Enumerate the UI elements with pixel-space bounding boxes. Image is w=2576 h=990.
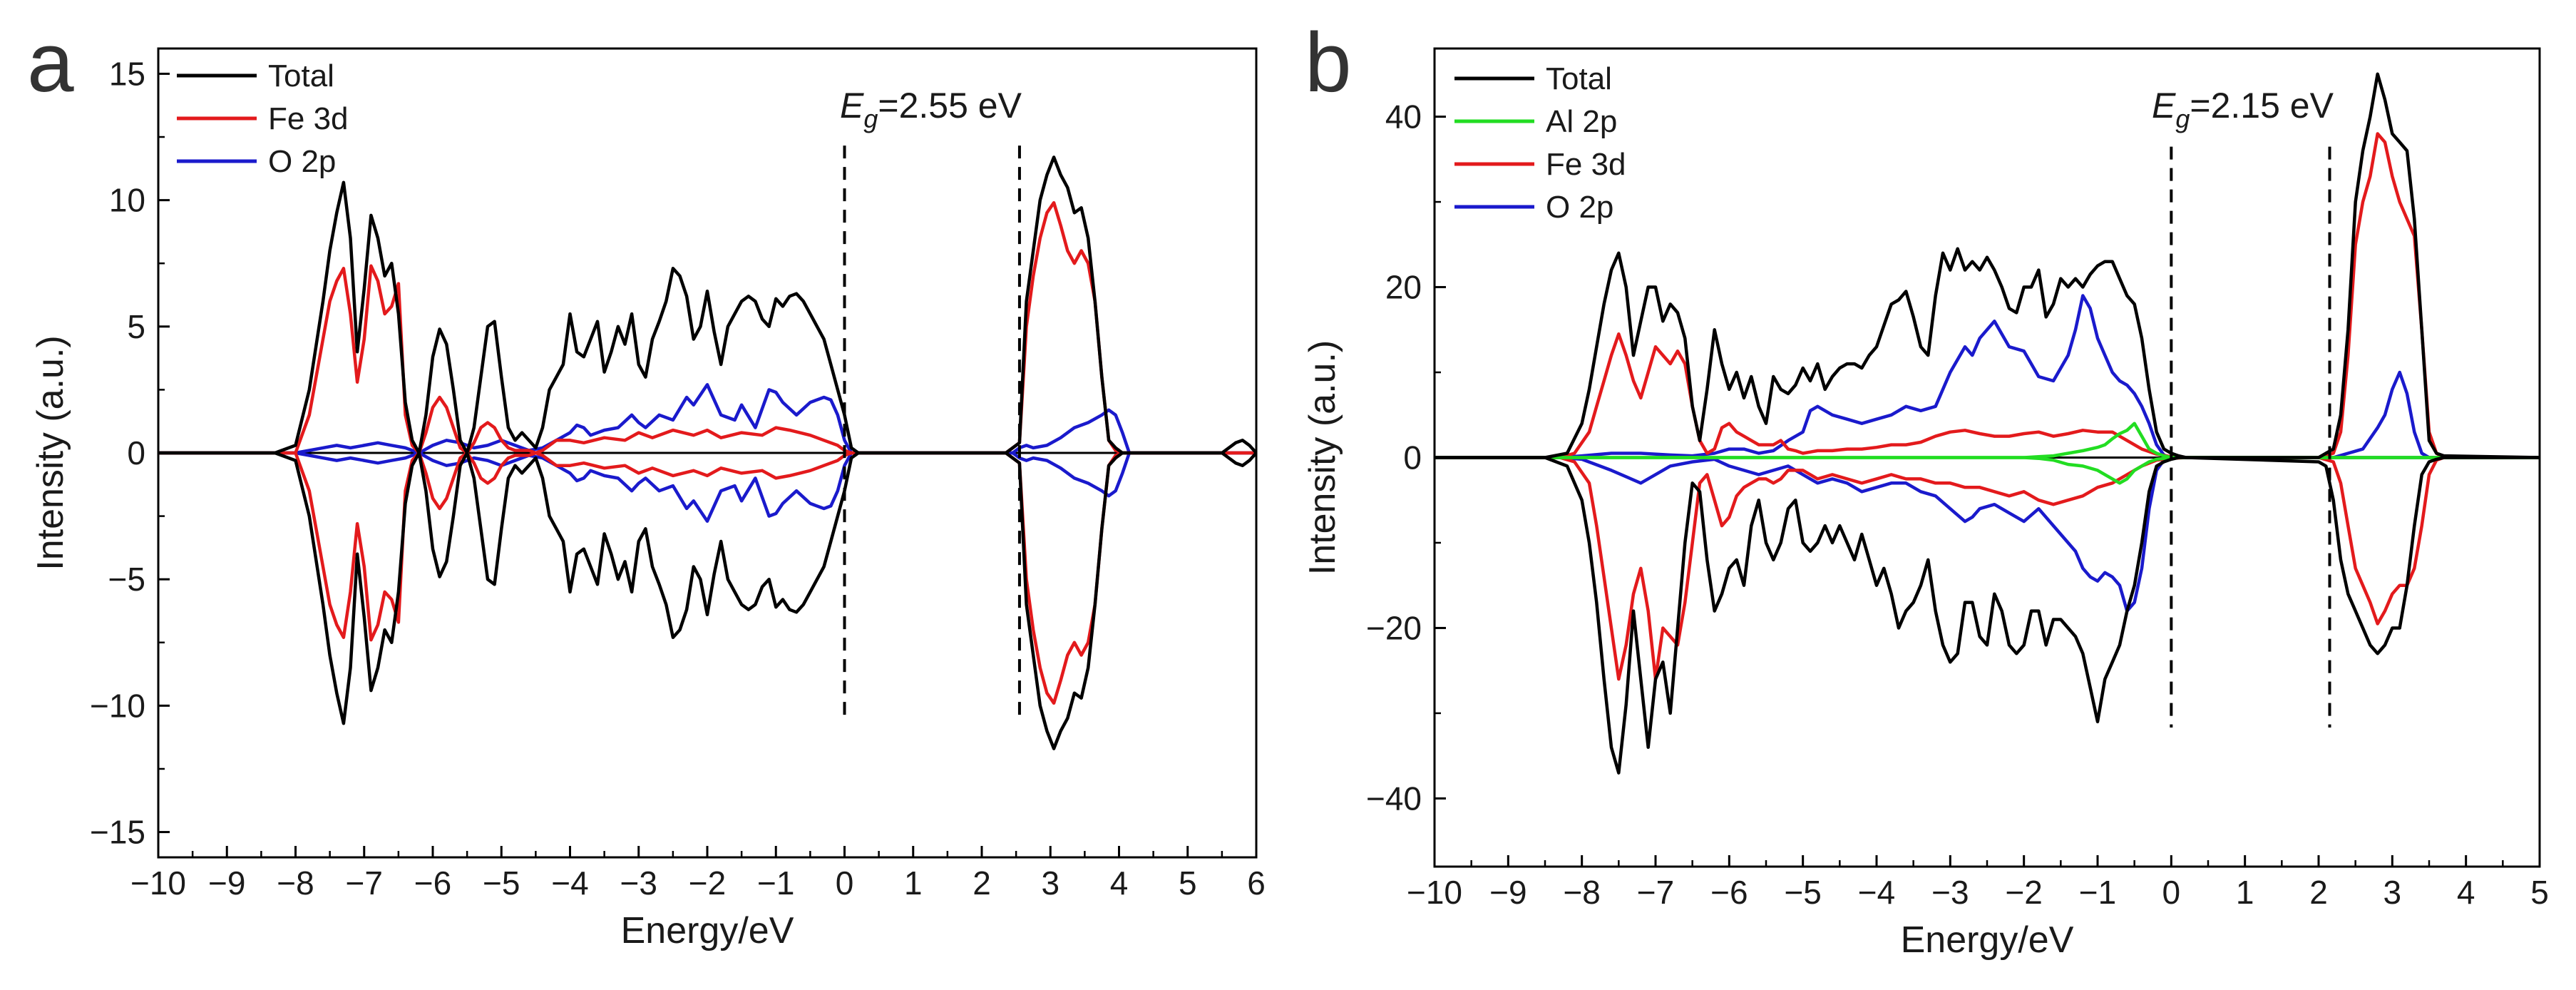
panel-a-band-gap-label: Eg=2.55 eV [840,86,1022,133]
panel-a-letter: a [27,16,74,110]
panel-a-y-tick-label: 10 [109,182,145,219]
panel-a-series-total-spin-up [158,155,1258,455]
panel-b-x-tick-label: −7 [1637,874,1674,911]
panel-b-series-al-2p-spin-up [1435,422,2540,459]
panel-a-series-fe-3d-spin-down [158,451,1256,705]
panel-b-y-tick-label: −40 [1366,780,1422,817]
panel-a: a −10 −9 −8 −7 −6 −5 −4 −3 −2 −1 0 1 2 3 4 5 6−15−10−505… [27,16,1266,951]
panel-a-legend-label: Total [268,58,334,93]
panel-b-x-tick-label: −1 [2079,874,2116,911]
panel-a-x-tick-label: 3 [1041,864,1059,902]
panel-b-x-tick-label: −9 [1489,874,1526,911]
panel-b-series-o-2p-spin-up [1435,294,2540,459]
panel-a-legend-label: Fe 3d [268,101,349,136]
panel-a-x-tick-label: 1 [904,864,923,902]
panel-b-x-tick-label: −6 [1710,874,1748,911]
panel-b-x-tick-label: −2 [2005,874,2042,911]
panel-b-x-tick-label: −3 [1931,874,1969,911]
panel-b-x-tick-label: 4 [2457,874,2475,911]
panel-a-x-tick-label: −1 [757,864,794,902]
panel-b-series-fe-3d-spin-up [1435,132,2540,459]
panel-b-series-total-spin-down [1435,456,2540,775]
panel-b-x-tick-label: 3 [2383,874,2402,911]
panel-b-legend-label: O 2p [1546,190,1613,225]
panel-a-x-tick-label: −8 [277,864,314,902]
panel-b-legend-label: Fe 3d [1546,147,1626,182]
panel-a-x-tick-label: −4 [551,864,588,902]
panel-b-x-tick-label: 5 [2530,874,2549,911]
panel-b-plot: −10 −9 −8 −7 −6 −5 −4 −3 −2 −1 0 1 2 3 4 5−40−2002040En… [1302,47,2549,961]
panel-b-letter: b [1305,16,1352,110]
panel-a-x-tick-label: −9 [208,864,245,902]
panel-a-legend-label: O 2p [268,144,336,179]
panel-b-x-axis-title: Energy/eV [1901,919,2074,961]
panel-a-x-tick-label: 5 [1179,864,1197,902]
panel-a-x-tick-label: −10 [130,864,186,902]
panel-b-series-fe-3d-spin-down [1435,456,2540,681]
panel-a-y-axis-title: Intensity (a.u.) [30,335,71,570]
panel-a-series-o-2p-spin-up [158,383,1256,455]
panel-a-x-tick-label: 4 [1110,864,1129,902]
panel-b-x-tick-label: 0 [2162,874,2181,911]
panel-b: b −10 −9 −8 −7 −6 −5 −4 −3 −2 −1 0 1 2 3 4 5−40−2002040… [1302,16,2549,961]
panel-b-series-total-spin-up [1435,72,2540,459]
panel-b-x-tick-label: 2 [2309,874,2328,911]
panel-a-y-tick-label: −5 [108,561,145,598]
panel-b-legend-label: Total [1546,61,1612,96]
panel-a-y-tick-label: 15 [109,55,145,92]
panel-b-x-tick-label: −8 [1563,874,1600,911]
panel-b-band-gap-label: Eg=2.15 eV [2152,86,2334,133]
panel-a-x-tick-label: −3 [620,864,657,902]
panel-a-x-axis-title: Energy/eV [621,910,794,951]
panel-b-y-axis-title: Intensity (a.u.) [1302,340,1343,575]
panel-a-series-o-2p-spin-down [158,451,1256,523]
panel-a-series-total-spin-down [158,451,1258,750]
panel-a-y-tick-label: 0 [127,434,145,471]
panel-a-x-tick-label: 2 [973,864,991,902]
panel-a-x-tick-label: −7 [346,864,383,902]
panel-a-plot: −10 −9 −8 −7 −6 −5 −4 −3 −2 −1 0 1 2 3 4 5 6−15−10−50510… [30,47,1266,951]
panel-a-y-tick-label: −10 [90,687,145,724]
panel-b-x-tick-label: −10 [1407,874,1462,911]
panel-b-x-tick-label: 1 [2236,874,2254,911]
panel-a-series-fe-3d-spin-up [158,200,1256,455]
panel-a-x-tick-label: −6 [414,864,451,902]
panel-b-legend-label: Al 2p [1546,104,1617,139]
panel-a-y-tick-label: 5 [127,308,145,345]
panel-b-y-tick-label: 20 [1385,269,1422,306]
panel-b-y-tick-label: 0 [1403,439,1422,476]
panel-a-x-tick-label: −2 [689,864,726,902]
panel-a-x-tick-label: 6 [1247,864,1266,902]
panel-b-y-tick-label: −20 [1366,609,1422,646]
panel-b-y-tick-label: 40 [1385,98,1422,136]
panel-a-x-tick-label: 0 [836,864,854,902]
panel-b-x-tick-label: −4 [1858,874,1895,911]
panel-b-series-o-2p-spin-down [1435,456,2540,613]
panel-a-y-tick-label: −15 [90,814,145,851]
panel-b-x-tick-label: −5 [1784,874,1821,911]
panel-a-x-tick-label: −5 [483,864,520,902]
panel-b-series-al-2p-spin-down [1435,456,2540,485]
